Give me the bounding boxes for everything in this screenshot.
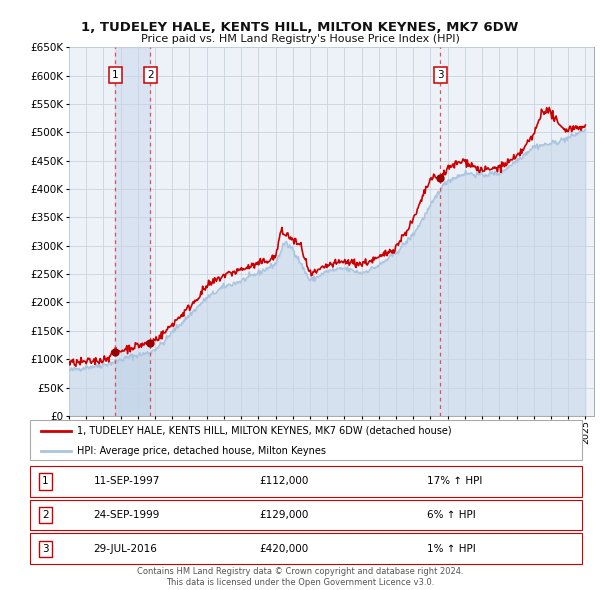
Text: This data is licensed under the Open Government Licence v3.0.: This data is licensed under the Open Gov…: [166, 578, 434, 586]
Text: 6% ↑ HPI: 6% ↑ HPI: [427, 510, 476, 520]
Text: Contains HM Land Registry data © Crown copyright and database right 2024.: Contains HM Land Registry data © Crown c…: [137, 567, 463, 576]
FancyBboxPatch shape: [30, 466, 582, 497]
Text: 24-SEP-1999: 24-SEP-1999: [94, 510, 160, 520]
Text: £112,000: £112,000: [259, 477, 308, 486]
Text: 3: 3: [42, 544, 49, 553]
Text: 1, TUDELEY HALE, KENTS HILL, MILTON KEYNES, MK7 6DW: 1, TUDELEY HALE, KENTS HILL, MILTON KEYN…: [82, 21, 518, 34]
Text: 2: 2: [147, 70, 154, 80]
Text: 2: 2: [42, 510, 49, 520]
Text: 1, TUDELEY HALE, KENTS HILL, MILTON KEYNES, MK7 6DW (detached house): 1, TUDELEY HALE, KENTS HILL, MILTON KEYN…: [77, 426, 452, 436]
Text: 3: 3: [437, 70, 443, 80]
FancyBboxPatch shape: [30, 420, 582, 460]
FancyBboxPatch shape: [30, 533, 582, 564]
Text: 11-SEP-1997: 11-SEP-1997: [94, 477, 160, 486]
Text: Price paid vs. HM Land Registry's House Price Index (HPI): Price paid vs. HM Land Registry's House …: [140, 34, 460, 44]
Text: 29-JUL-2016: 29-JUL-2016: [94, 544, 157, 553]
Bar: [115, 47, 151, 416]
Text: 1: 1: [42, 477, 49, 486]
Text: £420,000: £420,000: [259, 544, 308, 553]
Text: £129,000: £129,000: [259, 510, 308, 520]
Text: 1% ↑ HPI: 1% ↑ HPI: [427, 544, 476, 553]
Text: 17% ↑ HPI: 17% ↑ HPI: [427, 477, 483, 486]
Text: HPI: Average price, detached house, Milton Keynes: HPI: Average price, detached house, Milt…: [77, 447, 326, 457]
FancyBboxPatch shape: [30, 500, 582, 530]
Text: 1: 1: [112, 70, 119, 80]
